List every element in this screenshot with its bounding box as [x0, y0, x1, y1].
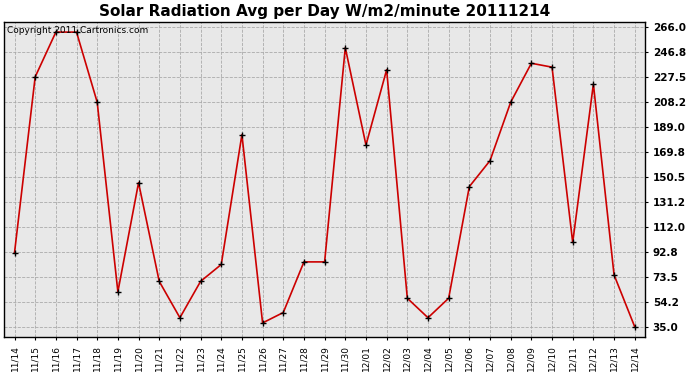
Text: Copyright 2011 Cartronics.com: Copyright 2011 Cartronics.com — [8, 27, 148, 36]
Title: Solar Radiation Avg per Day W/m2/minute 20111214: Solar Radiation Avg per Day W/m2/minute … — [99, 4, 550, 19]
